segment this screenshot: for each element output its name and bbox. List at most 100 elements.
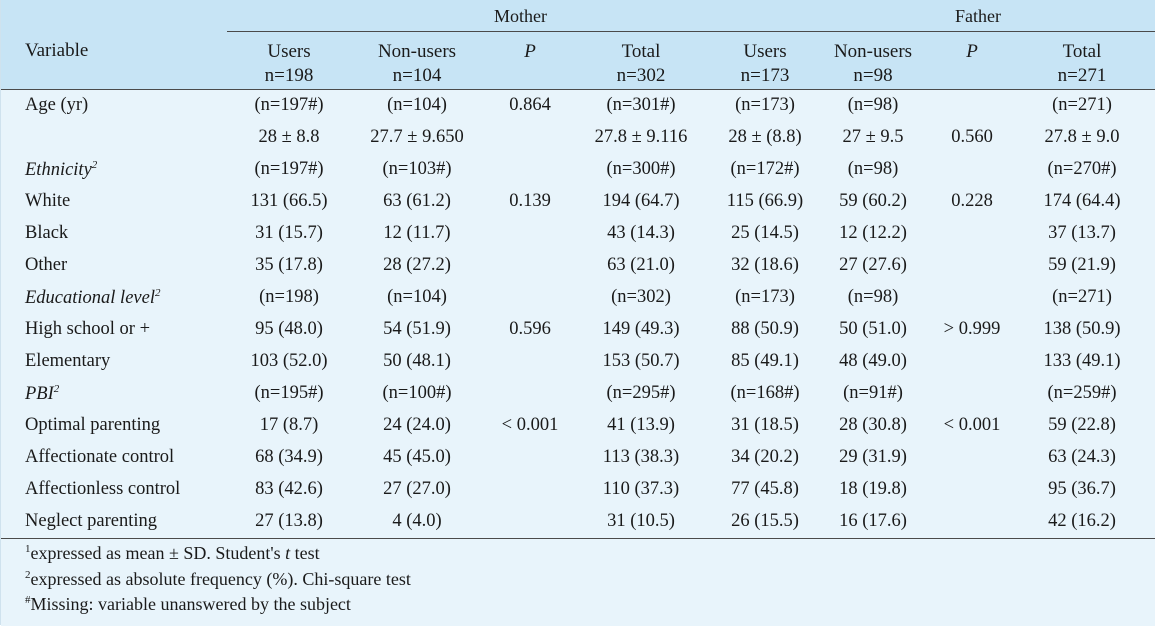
table-cell: (n=197#) bbox=[254, 95, 324, 115]
table-cell: < 0.001 bbox=[501, 415, 559, 435]
table-cell: 12 (11.7) bbox=[383, 223, 451, 243]
table-cell: 43 (14.3) bbox=[607, 223, 675, 243]
column-header-4: Total n=302 bbox=[581, 40, 701, 88]
table-cell: 26 (15.5) bbox=[731, 511, 799, 531]
table-row: Educational level2 (n=198) (n=104) (n=302) (… bbox=[1, 282, 1155, 314]
table-cell: 28 (30.8) bbox=[839, 415, 907, 435]
column-header-n: n=104 bbox=[392, 65, 442, 86]
table-cell: (n=271) bbox=[1052, 95, 1112, 115]
table-cell: 31 (10.5) bbox=[607, 511, 675, 531]
table-cell: 27 (27.0) bbox=[383, 479, 451, 499]
table-cell: 48 (49.0) bbox=[839, 351, 907, 371]
row-label: Optimal parenting bbox=[25, 415, 161, 435]
table-cell: (n=168#) bbox=[730, 383, 800, 403]
table-cell: 83 (42.6) bbox=[255, 479, 323, 499]
table-cell: 27.8 ± 9.0 bbox=[1044, 127, 1120, 147]
table-cell: (n=91#) bbox=[843, 383, 903, 403]
table-cell: 50 (48.1) bbox=[383, 351, 451, 371]
table-cell: 45 (45.0) bbox=[383, 447, 451, 467]
column-header-8: Total n=271 bbox=[1022, 40, 1142, 88]
table-cell: (n=295#) bbox=[606, 383, 676, 403]
table-header: Mother Father Variable Users n=198 Non-use… bbox=[1, 0, 1155, 90]
table-row: White 131 (66.5) 63 (61.2) 0.139 194 (64.7) 1… bbox=[1, 186, 1155, 218]
row-label: Other bbox=[25, 255, 68, 275]
table-row: 28 ± 8.8 27.7 ± 9.650 27.8 ± 9.116 28 ± (8.… bbox=[1, 122, 1155, 154]
column-header-title: Users bbox=[267, 41, 311, 62]
column-header-n: n=198 bbox=[264, 65, 314, 86]
table-cell: (n=300#) bbox=[606, 159, 676, 179]
table-cell: 18 (19.8) bbox=[839, 479, 907, 499]
table-cell: 12 (12.2) bbox=[839, 223, 907, 243]
table-cell: 29 (31.9) bbox=[839, 447, 907, 467]
table-cell: 63 (61.2) bbox=[383, 191, 451, 211]
row-label: PBI2 bbox=[25, 383, 60, 405]
table-cell: 149 (49.3) bbox=[602, 319, 680, 339]
row-label: Age (yr) bbox=[25, 95, 89, 115]
table-cell: < 0.001 bbox=[943, 415, 1001, 435]
column-header-2: Non-users n=104 bbox=[357, 40, 477, 88]
table-row: Optimal parenting 17 (8.7) 24 (24.0) < 0.00… bbox=[1, 410, 1155, 442]
header-rule bbox=[227, 31, 1155, 32]
table-cell: (n=98) bbox=[847, 287, 899, 307]
table-cell: (n=197#) bbox=[254, 159, 324, 179]
table-cell: (n=173) bbox=[735, 95, 795, 115]
table-cell: (n=271) bbox=[1052, 287, 1112, 307]
column-header-3: P bbox=[470, 40, 590, 64]
table-row: Black 31 (15.7) 12 (11.7) 43 (14.3) 25 (14.5… bbox=[1, 218, 1155, 250]
column-header-title: Total bbox=[1062, 41, 1102, 62]
table-cell: (n=198) bbox=[259, 287, 319, 307]
table-cell: 31 (15.7) bbox=[255, 223, 323, 243]
table-cell: 59 (21.9) bbox=[1048, 255, 1116, 275]
table-cell: 28 ± 8.8 bbox=[258, 127, 320, 147]
table-cell: 28 (27.2) bbox=[383, 255, 451, 275]
table-cell: 85 (49.1) bbox=[731, 351, 799, 371]
table-cell: (n=104) bbox=[387, 95, 447, 115]
table-cell: 0.139 bbox=[509, 191, 551, 211]
table-cell: 31 (18.5) bbox=[731, 415, 799, 435]
table-cell: 103 (52.0) bbox=[250, 351, 328, 371]
table-cell: 63 (24.3) bbox=[1048, 447, 1116, 467]
column-header-title: Users bbox=[743, 41, 787, 62]
table-cell: 95 (48.0) bbox=[255, 319, 323, 339]
table-row: Other 35 (17.8) 28 (27.2) 63 (21.0) 32 (18.6… bbox=[1, 250, 1155, 282]
table-cell: 113 (38.3) bbox=[602, 447, 680, 467]
table-cell: 59 (60.2) bbox=[839, 191, 907, 211]
variable-header: Variable bbox=[25, 40, 89, 61]
row-label: Black bbox=[25, 223, 69, 243]
table-cell: 0.560 bbox=[951, 127, 993, 147]
table-cell: (n=98) bbox=[847, 95, 899, 115]
row-label: Affectionate control bbox=[25, 447, 175, 467]
table-row: High school or + 95 (48.0) 54 (51.9) 0.596 1… bbox=[1, 314, 1155, 346]
table-cell: 95 (36.7) bbox=[1048, 479, 1116, 499]
table-row: Affectionate control 68 (34.9) 45 (45.0) 11… bbox=[1, 442, 1155, 474]
column-header-n: n=302 bbox=[616, 65, 666, 86]
table-cell: 37 (13.7) bbox=[1048, 223, 1116, 243]
column-header-n: n=173 bbox=[740, 65, 790, 86]
table-cell: 133 (49.1) bbox=[1043, 351, 1121, 371]
table-cell: (n=103#) bbox=[382, 159, 452, 179]
table-cell: 32 (18.6) bbox=[731, 255, 799, 275]
table-cell: 27 ± 9.5 bbox=[842, 127, 904, 147]
table-cell: 41 (13.9) bbox=[607, 415, 675, 435]
table-cell: > 0.999 bbox=[943, 319, 1001, 339]
table-cell: 68 (34.9) bbox=[255, 447, 323, 467]
table-cell: 54 (51.9) bbox=[383, 319, 451, 339]
table-cell: (n=195#) bbox=[254, 383, 324, 403]
table-cell: 77 (45.8) bbox=[731, 479, 799, 499]
table-row: PBI2 (n=195#) (n=100#) (n=295#) (n=168#) (n=9… bbox=[1, 378, 1155, 410]
row-label: Affectionless control bbox=[25, 479, 181, 499]
table-footnotes: 1expressed as mean ± SD. Student's t tes… bbox=[1, 538, 1155, 626]
table-cell: 0.228 bbox=[951, 191, 993, 211]
table-cell: 4 (4.0) bbox=[392, 511, 442, 531]
row-label: Neglect parenting bbox=[25, 511, 158, 531]
table-cell: 110 (37.3) bbox=[602, 479, 680, 499]
table-cell: (n=104) bbox=[387, 287, 447, 307]
table-cell: 63 (21.0) bbox=[607, 255, 675, 275]
table-cell: 24 (24.0) bbox=[383, 415, 451, 435]
table-cell: 194 (64.7) bbox=[602, 191, 680, 211]
table-cell: 27.8 ± 9.116 bbox=[594, 127, 688, 147]
table-cell: 16 (17.6) bbox=[839, 511, 907, 531]
column-header-title: Non-users bbox=[833, 41, 913, 62]
table-row: Age (yr) (n=197#) (n=104) 0.864 (n=301#) (n=1… bbox=[1, 90, 1155, 122]
